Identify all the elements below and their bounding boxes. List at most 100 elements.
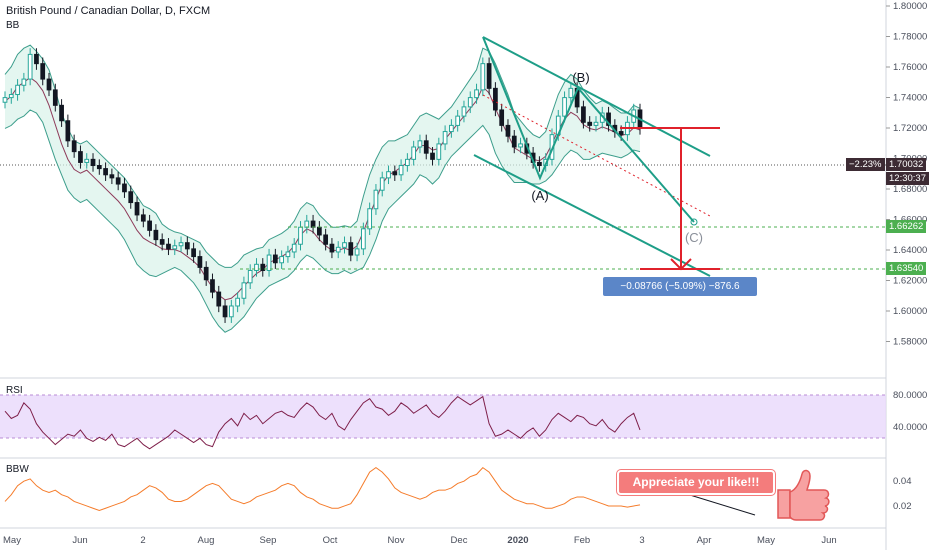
bbw-tick-label: 0.02 bbox=[893, 501, 912, 512]
candle bbox=[493, 82, 498, 117]
price-tick-label: 1.64000 bbox=[893, 245, 927, 256]
candle bbox=[109, 168, 115, 185]
candle bbox=[78, 145, 83, 169]
time-tick-label: Sep bbox=[260, 535, 277, 546]
candle bbox=[65, 114, 71, 147]
time-tick-label: 2020 bbox=[507, 535, 528, 546]
candle bbox=[222, 299, 228, 323]
candle bbox=[499, 103, 505, 132]
time-tick-label: May bbox=[3, 535, 21, 546]
bbw-tick-label: 0.04 bbox=[893, 476, 912, 487]
candle bbox=[15, 79, 20, 101]
time-tick-label: Jun bbox=[72, 535, 87, 546]
candle bbox=[430, 147, 435, 166]
rsi-band bbox=[0, 395, 886, 438]
candle bbox=[184, 236, 190, 256]
candle bbox=[128, 185, 134, 209]
abc-wave-path bbox=[482, 36, 695, 223]
candle bbox=[140, 208, 146, 228]
candle bbox=[166, 238, 171, 256]
candle bbox=[329, 238, 335, 259]
candle bbox=[210, 273, 215, 299]
candle bbox=[568, 82, 574, 104]
bbw-line bbox=[4, 466, 641, 512]
price-tick-label: 1.80000 bbox=[893, 1, 927, 12]
candle bbox=[467, 91, 473, 114]
candle bbox=[235, 292, 240, 313]
level-lower-tag: 1.63540 bbox=[886, 262, 927, 275]
price-tick-label: 1.78000 bbox=[893, 32, 927, 43]
price-tick-label: 1.76000 bbox=[893, 62, 927, 73]
candle bbox=[405, 153, 410, 172]
candle bbox=[247, 264, 253, 289]
candle bbox=[279, 250, 285, 269]
rsi-indicator-label[interactable]: RSI bbox=[6, 385, 23, 396]
candle bbox=[260, 258, 266, 277]
countdown-tag: 12:30:37 bbox=[886, 172, 929, 185]
candle bbox=[115, 171, 121, 191]
candle bbox=[398, 159, 404, 181]
time-tick-label: Oct bbox=[323, 535, 338, 546]
time-tick-label: 2 bbox=[140, 535, 145, 546]
bbw-indicator-label[interactable]: BBW bbox=[6, 464, 29, 475]
current-price-tag: 1.70032 bbox=[886, 158, 927, 171]
candle bbox=[84, 153, 90, 169]
time-tick-label: May bbox=[757, 535, 775, 546]
candle bbox=[593, 116, 599, 132]
wave-label-c: (C) bbox=[685, 230, 703, 245]
candle bbox=[285, 245, 291, 263]
candle bbox=[34, 48, 39, 70]
candle bbox=[216, 285, 222, 313]
time-tick-label: Jun bbox=[821, 535, 836, 546]
candle bbox=[461, 100, 467, 123]
candle bbox=[386, 165, 391, 185]
candle bbox=[191, 242, 196, 263]
candle bbox=[373, 184, 379, 215]
price-tick-label: 1.74000 bbox=[893, 93, 927, 104]
candle bbox=[71, 134, 77, 158]
wave-label-b: (B) bbox=[572, 70, 589, 85]
candle bbox=[411, 140, 417, 166]
candle bbox=[581, 100, 586, 129]
time-tick-label: Apr bbox=[697, 535, 712, 546]
candle bbox=[537, 156, 542, 172]
candle bbox=[379, 171, 385, 197]
time-tick-label: Aug bbox=[198, 535, 215, 546]
candle bbox=[360, 222, 366, 256]
price-tick-label: 1.68000 bbox=[893, 184, 927, 195]
candle bbox=[367, 202, 373, 235]
thumbs-up-icon bbox=[777, 469, 830, 521]
price-tick-label: 1.58000 bbox=[893, 337, 927, 348]
candle bbox=[8, 88, 14, 104]
level-upper-tag: 1.66262 bbox=[886, 220, 927, 233]
candle bbox=[103, 162, 108, 181]
target-arrow-head bbox=[670, 258, 692, 271]
candle bbox=[272, 248, 278, 269]
candle bbox=[197, 250, 203, 274]
candle bbox=[455, 109, 461, 132]
candle bbox=[511, 130, 517, 154]
candle bbox=[147, 214, 152, 237]
candle bbox=[59, 99, 64, 127]
current-change-tag: −2.23% bbox=[846, 158, 885, 171]
candle bbox=[46, 72, 52, 97]
candle bbox=[449, 119, 454, 138]
candle bbox=[52, 83, 58, 112]
candle bbox=[335, 241, 341, 259]
candle bbox=[417, 134, 423, 154]
candle bbox=[423, 134, 429, 160]
candle bbox=[21, 72, 27, 92]
candle bbox=[606, 106, 611, 132]
candle bbox=[480, 57, 486, 97]
bb-indicator-label[interactable]: BB bbox=[6, 20, 20, 31]
channel-lower-line bbox=[473, 154, 711, 277]
candlesticks bbox=[2, 48, 643, 323]
candle bbox=[587, 116, 593, 132]
candle bbox=[90, 153, 96, 172]
candle bbox=[392, 165, 398, 181]
wave-label-a: (A) bbox=[531, 188, 548, 203]
candle bbox=[323, 228, 329, 251]
candle bbox=[442, 125, 448, 151]
measure-result-box: −0.08766 (−5.09%) −876.6 bbox=[603, 277, 757, 296]
